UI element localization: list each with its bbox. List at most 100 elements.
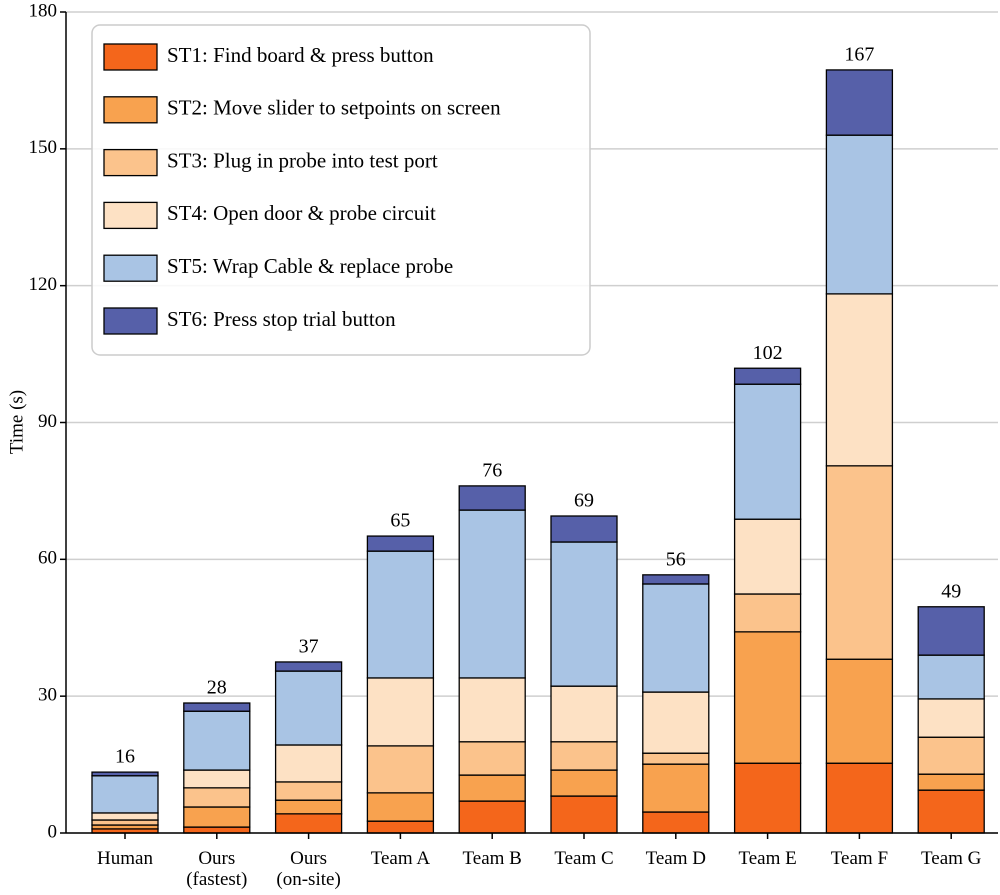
total-label: 102 bbox=[753, 342, 783, 364]
total-label: 65 bbox=[390, 510, 410, 532]
legend-label: ST5: Wrap Cable & replace probe bbox=[167, 254, 453, 278]
legend: ST1: Find board & press button ST2: Move … bbox=[91, 24, 591, 356]
bar-segment bbox=[642, 811, 710, 834]
bar-segment bbox=[550, 685, 618, 743]
bar-segment bbox=[366, 677, 435, 747]
bar-segment bbox=[274, 813, 343, 834]
legend-swatch bbox=[103, 201, 158, 230]
bar-segment bbox=[91, 775, 159, 814]
total-label: 167 bbox=[844, 44, 874, 66]
bar-segment bbox=[733, 762, 802, 834]
y-tick-label: 150 bbox=[29, 137, 58, 158]
total-label: 56 bbox=[666, 548, 686, 570]
legend-label: ST1: Find board & press button bbox=[167, 43, 434, 67]
total-label: 69 bbox=[574, 490, 594, 512]
x-tick-label: Team A bbox=[370, 848, 431, 869]
x-tick-label: Human bbox=[97, 848, 153, 869]
legend-label: ST3: Plug in probe into test port bbox=[167, 148, 438, 172]
y-tick-label: 0 bbox=[48, 821, 58, 842]
bar-segment bbox=[917, 736, 985, 775]
bar-segment bbox=[91, 812, 159, 821]
total-label: 16 bbox=[115, 746, 135, 768]
x-tick-label: Team F bbox=[830, 848, 889, 869]
bar-segment bbox=[642, 583, 710, 693]
y-tick-label: 30 bbox=[38, 685, 57, 706]
legend-box bbox=[91, 24, 591, 356]
total-label: 28 bbox=[207, 677, 227, 699]
bar-segment bbox=[733, 631, 802, 764]
bar-segment bbox=[183, 710, 251, 771]
bar-segment bbox=[917, 773, 985, 791]
bar-segment bbox=[274, 781, 343, 801]
bar-segment bbox=[642, 763, 710, 813]
bar-segment bbox=[458, 509, 526, 679]
bar-segment bbox=[825, 465, 894, 660]
bar-segment bbox=[642, 691, 710, 754]
bar-segment bbox=[183, 787, 251, 808]
legend-label: ST2: Move slider to setpoints on screen bbox=[167, 96, 501, 120]
bar-segment bbox=[91, 771, 159, 777]
bar-segment bbox=[183, 769, 251, 789]
bar-segment bbox=[917, 789, 985, 834]
bar-segment bbox=[917, 606, 985, 656]
x-tick-label: Team B bbox=[462, 848, 522, 869]
bar-segment bbox=[825, 658, 894, 764]
x-tick-label: Team C bbox=[554, 848, 614, 869]
bar-segment bbox=[733, 383, 802, 520]
bar-segment bbox=[550, 769, 618, 797]
bar-segment bbox=[550, 515, 618, 543]
bar-segment bbox=[825, 293, 894, 467]
bar-segment bbox=[733, 367, 802, 385]
x-tick-label: Ours (fastest) bbox=[186, 848, 248, 890]
legend-swatch bbox=[103, 254, 158, 282]
legend-label: ST6: Press stop trial button bbox=[167, 307, 396, 331]
x-tick-label: Team E bbox=[738, 848, 797, 869]
bar-segment bbox=[642, 752, 710, 765]
bar-segment bbox=[458, 774, 526, 802]
bar-segment bbox=[825, 762, 894, 834]
bar-segment bbox=[458, 677, 526, 743]
bar-segment bbox=[183, 806, 251, 828]
total-label: 49 bbox=[941, 580, 961, 602]
bar-segment bbox=[917, 698, 985, 738]
x-tick-label: Team D bbox=[645, 848, 706, 869]
y-axis-label: Time (s) bbox=[6, 390, 27, 454]
bar-segment bbox=[366, 792, 435, 822]
bar-segment bbox=[733, 518, 802, 595]
bar-segment bbox=[550, 795, 618, 834]
legend-swatch bbox=[103, 148, 158, 177]
x-tick-label: Ours (on-site) bbox=[276, 848, 341, 890]
y-tick-label: 60 bbox=[38, 548, 57, 569]
y-tick-label: 90 bbox=[38, 411, 57, 432]
x-tick-label: Team G bbox=[920, 848, 982, 869]
bar-segment bbox=[366, 820, 435, 834]
bar-segment bbox=[825, 69, 894, 136]
bar-segment bbox=[550, 741, 618, 771]
bar-segment bbox=[917, 654, 985, 700]
bar-segment bbox=[366, 550, 435, 679]
bar-segment bbox=[458, 741, 526, 776]
bar-segment bbox=[274, 661, 343, 672]
bar-segment bbox=[825, 134, 894, 295]
bar-segment bbox=[366, 535, 435, 552]
bar-segment bbox=[274, 799, 343, 815]
total-label: 37 bbox=[299, 636, 319, 658]
y-tick-label: 180 bbox=[29, 0, 58, 21]
bar-segment bbox=[183, 702, 251, 712]
legend-label: ST4: Open door & probe circuit bbox=[167, 201, 436, 225]
legend-swatch bbox=[103, 96, 158, 124]
legend-swatch bbox=[103, 43, 158, 71]
bar-segment bbox=[366, 745, 435, 794]
bar-segment bbox=[550, 541, 618, 687]
legend-swatch bbox=[103, 307, 158, 335]
y-tick-label: 120 bbox=[29, 274, 58, 295]
bar-segment bbox=[274, 670, 343, 746]
bar-segment bbox=[733, 593, 802, 633]
bar-segment bbox=[91, 819, 159, 826]
bar-segment bbox=[183, 826, 251, 834]
bar-segment bbox=[458, 485, 526, 511]
bar-segment bbox=[458, 800, 526, 834]
bar-segment bbox=[642, 574, 710, 585]
